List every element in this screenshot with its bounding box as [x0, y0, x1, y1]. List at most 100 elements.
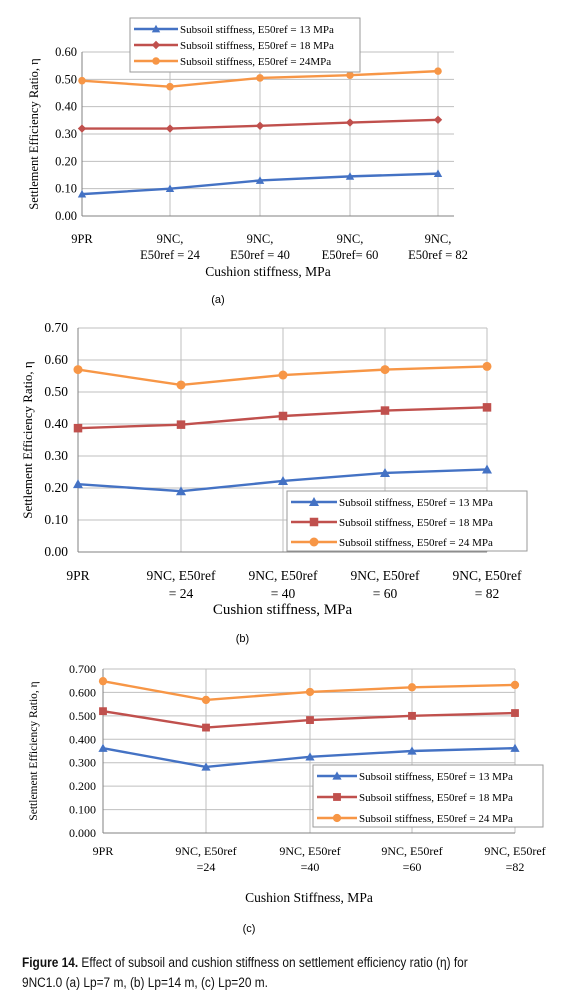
data-point [256, 74, 264, 82]
y-tick-label: 0.40 [44, 416, 68, 431]
data-point [482, 361, 492, 371]
panel-label: (c) [243, 923, 256, 935]
data-point [77, 124, 87, 133]
data-point [380, 365, 390, 375]
data-point [202, 723, 210, 732]
legend-label: Subsoil stiffness, E50ref = 24 MPa [359, 813, 513, 825]
y-tick-label: 0.20 [44, 480, 68, 495]
y-tick-label: 0.400 [69, 732, 96, 746]
data-point [380, 406, 390, 415]
legend-swatch-marker [332, 813, 342, 823]
x-tick-label: 9NC, E50ref = 60 [351, 568, 420, 601]
panel-label: (a) [211, 294, 224, 306]
x-tick-label-line: 9NC, E50ref [147, 568, 216, 583]
data-point [380, 467, 390, 477]
x-tick-label-line: 9NC, [337, 232, 364, 246]
x-tick-label-line: 9NC, E50ref [453, 568, 522, 583]
y-tick-label: 0.30 [55, 127, 77, 141]
y-tick-label: 0.50 [44, 384, 68, 399]
data-point [305, 687, 315, 697]
y-tick-label: 0.50 [55, 72, 77, 86]
x-tick-label-line: 9NC, E50ref [351, 568, 420, 583]
caption-label: Figure 14. [22, 955, 79, 970]
x-tick-label-line: 9NC, E50ref [279, 844, 340, 858]
x-tick-label-line: 9NC, [157, 232, 184, 246]
panel-label: (b) [236, 633, 249, 645]
x-tick-label-line: 9NC, E50ref [381, 844, 442, 858]
x-tick-label-line: = 40 [271, 586, 296, 601]
data-point [433, 169, 443, 177]
data-point [408, 711, 416, 720]
data-point [99, 707, 107, 716]
legend-label: Subsoil stiffness, E50ref = 18 MPa [180, 40, 334, 52]
y-tick-label: 0.40 [55, 100, 77, 114]
x-axis-label: Cushion Stiffness, MPa [245, 890, 373, 905]
data-point [305, 752, 315, 761]
data-point [434, 67, 442, 75]
x-tick-label: 9NC, E50ref = 82 [408, 232, 468, 262]
caption-text: Effect of subsoil and cushion stiffness … [78, 955, 468, 970]
legend-label: Subsoil stiffness, E50ref = 13 MPa [180, 24, 334, 36]
data-point [346, 71, 354, 80]
legend-swatch-marker [332, 771, 342, 780]
x-tick-label-line: 9NC, [425, 232, 452, 246]
data-point [278, 411, 288, 421]
y-axis-label: Settlement Efficiency Ratio, η [20, 361, 35, 519]
y-tick-label: 0.30 [44, 448, 68, 463]
caption-line-2: 9NC1.0 (a) Lp=7 m, (b) Lp=14 m, (c) Lp=2… [22, 975, 268, 990]
x-tick-label-line: 9PR [66, 568, 89, 583]
x-tick-label-line: E50ref = 24 [140, 248, 201, 262]
x-tick-label-line: 9NC, E50ref [175, 844, 236, 858]
y-tick-label: 0.60 [44, 352, 68, 367]
data-point [73, 423, 83, 433]
y-tick-label: 0.20 [55, 154, 77, 168]
x-tick-label-line: E50ref= 60 [322, 248, 379, 262]
x-tick-label-line: 9NC, E50ref [484, 844, 545, 858]
data-point [98, 743, 108, 752]
data-point [165, 184, 175, 193]
y-tick-label: 0.000 [69, 826, 96, 840]
x-tick-label: 9NC, E50ref= 60 [322, 232, 379, 262]
chart-3: 0.000 0.100 0.200 0.300 0.400 0.500 0.600 0.700… [28, 662, 546, 935]
x-tick-label-line: E50ref = 40 [230, 248, 290, 262]
y-tick-label: 0.300 [69, 756, 96, 770]
y-tick-label: 0.00 [44, 544, 68, 559]
legend-swatch-marker [333, 793, 341, 801]
data-point [511, 709, 519, 717]
x-axis-label: Cushion stiffness, MPa [213, 602, 353, 618]
legend: Subsoil stiffness, E50ref = 13 MPa Subsoi… [286, 490, 528, 552]
legend: Subsoil stiffness, E50ref = 13 MPa Subsoi… [129, 17, 361, 73]
y-tick-label: 0.700 [69, 662, 96, 676]
data-point [73, 479, 83, 489]
data-point [510, 680, 520, 690]
data-point [345, 118, 355, 127]
legend-swatch-marker [309, 497, 319, 506]
data-point [482, 464, 492, 474]
data-point [278, 370, 288, 380]
legend-swatch-marker [309, 517, 319, 527]
data-point [166, 82, 174, 91]
data-point [201, 695, 211, 705]
x-tick-label: 9NC, E50ref =24 [175, 844, 236, 874]
x-tick-label: 9NC, E50ref =40 [279, 844, 340, 874]
legend-swatch-marker [151, 40, 161, 50]
data-point [176, 380, 186, 390]
x-tick-label-line: = 24 [169, 586, 194, 601]
data-point [77, 189, 87, 198]
x-tick-label-line: =82 [506, 860, 525, 874]
data-point [78, 76, 86, 85]
data-point [176, 486, 186, 496]
data-point [407, 683, 417, 692]
data-point [306, 716, 314, 724]
chart-1: 0.00 0.10 0.20 0.30 0.40 0.50 0.60 9PR 9NC, E50re… [27, 17, 468, 306]
x-tick-label-line: 9PR [71, 232, 93, 246]
y-tick-label: 0.10 [55, 182, 77, 196]
x-tick-label: 9PR [93, 844, 114, 858]
y-tick-label: 0.00 [55, 209, 77, 223]
legend-label: Subsoil stiffness, E50ref = 24 MPa [339, 537, 493, 549]
legend-swatch-marker [309, 537, 319, 547]
data-point [278, 475, 288, 485]
data-point [98, 677, 108, 686]
legend-label: Subsoil stiffness, E50ref = 18 MPa [359, 792, 513, 804]
legend-swatch-marker [151, 24, 161, 33]
